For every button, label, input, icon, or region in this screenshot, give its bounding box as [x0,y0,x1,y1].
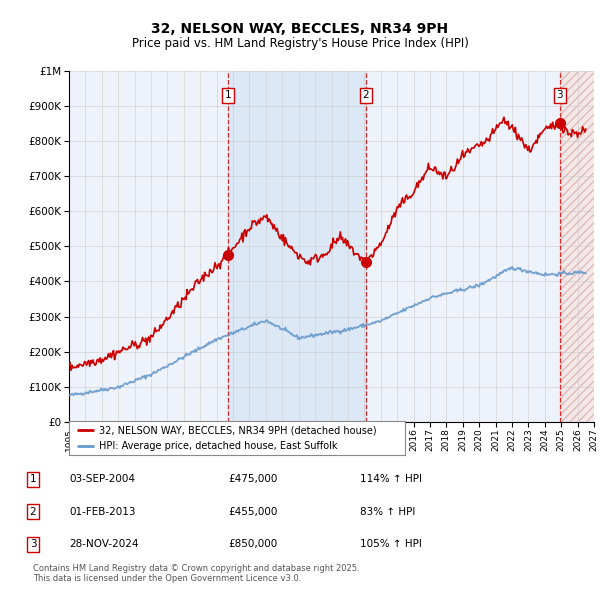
Text: Price paid vs. HM Land Registry's House Price Index (HPI): Price paid vs. HM Land Registry's House … [131,37,469,50]
Text: 105% ↑ HPI: 105% ↑ HPI [360,539,422,549]
Text: 1: 1 [224,90,231,100]
Text: HPI: Average price, detached house, East Suffolk: HPI: Average price, detached house, East… [99,441,338,451]
Text: £475,000: £475,000 [228,474,277,484]
Bar [560,71,594,422]
Text: 83% ↑ HPI: 83% ↑ HPI [360,507,415,517]
Text: 3: 3 [556,90,563,100]
Text: Contains HM Land Registry data © Crown copyright and database right 2025.
This d: Contains HM Land Registry data © Crown c… [33,563,359,583]
Text: 01-FEB-2013: 01-FEB-2013 [69,507,136,517]
Text: 32, NELSON WAY, BECCLES, NR34 9PH (detached house): 32, NELSON WAY, BECCLES, NR34 9PH (detac… [99,425,377,435]
Text: 2: 2 [29,507,37,517]
Text: 114% ↑ HPI: 114% ↑ HPI [360,474,422,484]
Text: 2: 2 [362,90,369,100]
Text: 28-NOV-2024: 28-NOV-2024 [69,539,139,549]
Text: 32, NELSON WAY, BECCLES, NR34 9PH: 32, NELSON WAY, BECCLES, NR34 9PH [151,22,449,37]
Text: 1: 1 [29,474,37,484]
Text: £850,000: £850,000 [228,539,277,549]
Bar [227,71,365,422]
Text: £455,000: £455,000 [228,507,277,517]
Text: 3: 3 [29,539,37,549]
Text: 03-SEP-2004: 03-SEP-2004 [69,474,135,484]
